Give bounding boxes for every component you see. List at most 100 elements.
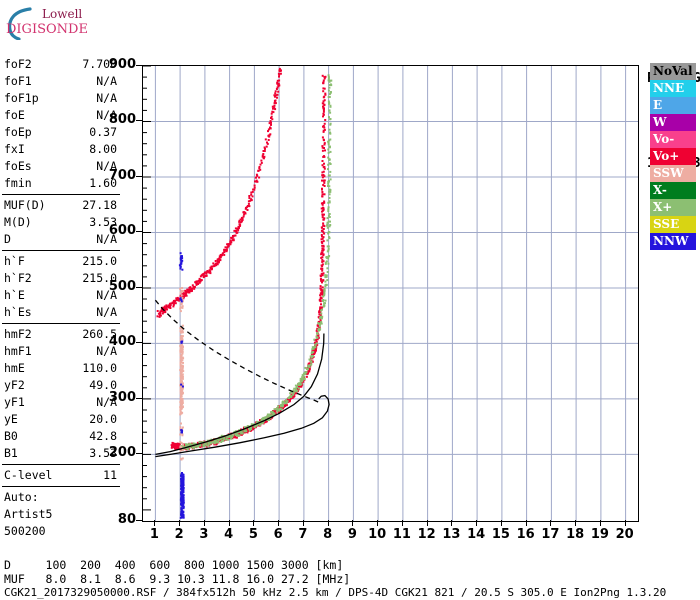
x-tick-label: 5 (248, 527, 258, 542)
true-height-profile (155, 333, 325, 456)
echo-pixel (230, 236, 233, 239)
ionogram-plot[interactable] (142, 65, 639, 522)
echo-pixel (173, 302, 176, 305)
echo-pixel (254, 180, 256, 183)
echo-pixel (179, 327, 182, 330)
x-tick-label: 9 (347, 527, 357, 542)
legend-item-x[interactable]: X- (650, 182, 696, 199)
echo-pixel (199, 444, 202, 447)
echo-pixel (317, 320, 320, 323)
echo-pixel (320, 234, 323, 236)
echo-pixel (181, 348, 184, 351)
echo-pixel (328, 200, 331, 203)
echo-pixel (292, 389, 295, 392)
series-0 (170, 74, 327, 451)
echo-pixel (181, 367, 184, 370)
legend-item-vo[interactable]: Vo- (650, 131, 696, 148)
echo-pixel (183, 446, 186, 449)
echo-pixel (180, 407, 183, 410)
echo-pixel (239, 218, 242, 221)
param-row: fmin 1.60 (2, 175, 120, 192)
legend-item-sse[interactable]: SSE (650, 216, 696, 233)
echo-pixel (329, 131, 331, 134)
echo-pixel (323, 128, 326, 131)
echo-pixel (247, 200, 250, 203)
echo-pixel (300, 385, 303, 388)
echo-pixel (324, 92, 327, 95)
echo-pixel (270, 117, 272, 119)
echo-pixel (179, 410, 182, 413)
echo-pixel (180, 499, 183, 502)
x-tick-mark (377, 520, 379, 526)
echo-pixel (263, 150, 266, 152)
echo-pixel (181, 411, 184, 414)
param-value: N/A (96, 108, 117, 122)
echo-pixel (179, 310, 182, 313)
echo-pixel (264, 147, 266, 150)
echo-pixel (267, 139, 270, 141)
legend-item-nne[interactable]: NNE (650, 80, 696, 97)
echo-pixel (274, 108, 277, 111)
echo-pixel (213, 441, 216, 444)
echo-pixel (322, 170, 325, 173)
param-value: 42.8 (89, 429, 117, 443)
echo-pixel (218, 257, 221, 260)
echo-pixel (245, 430, 248, 433)
echo-pixel (323, 179, 326, 182)
echo-pixel (238, 226, 240, 229)
echo-pixel (249, 199, 252, 202)
echo-pixel (271, 105, 274, 108)
echo-pixel (297, 388, 299, 391)
echo-pixel (179, 413, 182, 416)
echo-pixel (321, 174, 324, 177)
echo-pixel (321, 213, 324, 216)
param-row: C-level 11 (2, 467, 120, 484)
echo-pixel (324, 262, 327, 265)
echo-pixel (180, 394, 182, 397)
echo-pixel (321, 308, 323, 311)
echo-pixel (327, 96, 330, 98)
echo-pixel (290, 394, 293, 397)
echo-pixel (272, 105, 275, 108)
echo-pixel (276, 96, 278, 99)
echo-pixel (307, 368, 309, 371)
echo-pixel (267, 128, 270, 131)
echo-pixel (280, 408, 283, 411)
echo-pixel (322, 100, 325, 103)
legend-item-nnw[interactable]: NNW (650, 233, 696, 250)
echo-pixel (321, 102, 324, 105)
echo-pixel (320, 275, 322, 278)
echo-pixel (322, 240, 325, 243)
echo-pixel (179, 362, 182, 365)
echo-pixel (312, 347, 315, 350)
echo-pixel (327, 151, 330, 154)
echo-pixel (227, 245, 230, 248)
y-tick-mark (136, 342, 142, 344)
x-tick-mark (278, 520, 280, 526)
echo-pixel (323, 304, 326, 307)
echo-pixel (327, 210, 330, 213)
echo-pixel (192, 442, 195, 445)
echo-pixel (329, 150, 332, 153)
legend-item-x[interactable]: X+ (650, 199, 696, 216)
echo-pixel (179, 287, 182, 290)
echo-pixel (324, 284, 327, 286)
legend-item-e[interactable]: E (650, 97, 696, 114)
x-tick-label: 17 (541, 527, 560, 542)
echo-pixel (285, 403, 288, 406)
echo-pixel (321, 179, 323, 182)
echo-pixel (292, 393, 295, 396)
echo-pixel (323, 147, 325, 149)
legend-item-ssw[interactable]: SSW (650, 165, 696, 182)
legend-item-w[interactable]: W (650, 114, 696, 131)
echo-pixel (180, 260, 183, 263)
echo-pixel (317, 316, 320, 319)
echo-pixel (322, 87, 325, 90)
echo-pixel (313, 338, 316, 341)
param-value: 110.0 (82, 361, 117, 375)
legend-item-noval[interactable]: NoVal (650, 63, 696, 80)
legend-item-vo[interactable]: Vo+ (650, 148, 696, 165)
echo-pixel (197, 445, 199, 448)
x-tick-mark (476, 520, 478, 526)
